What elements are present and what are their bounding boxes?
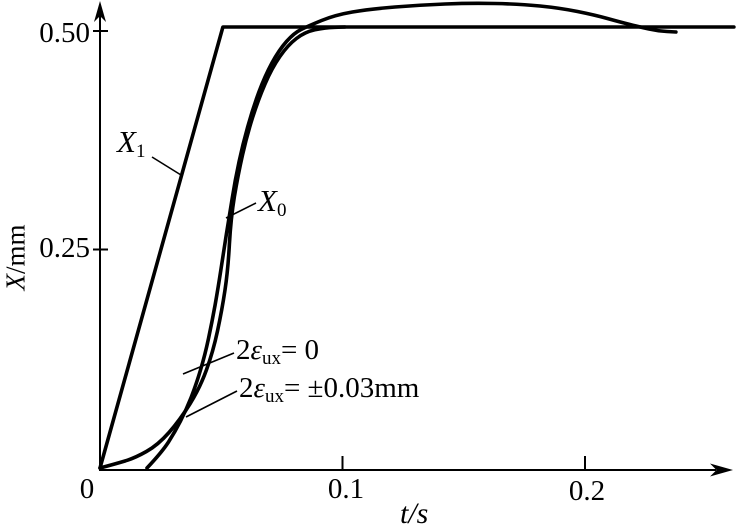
x1-leader-line — [151, 156, 182, 176]
curve-X0-response-eps-003 — [145, 1, 678, 470]
x-tick-label-02: 0.2 — [568, 475, 606, 507]
eps003-subscript: ux — [264, 386, 284, 407]
x1-curve-label: X1 — [117, 126, 145, 161]
eps0-coefficient: 2 — [236, 334, 251, 366]
data-curves — [98, 1, 736, 470]
eps003-coefficient: 2 — [239, 372, 254, 404]
curve-X0-response-eps-0 — [98, 25, 347, 470]
x-axis-title-unit: /s — [408, 497, 429, 527]
eps0-value: = 0 — [280, 334, 320, 366]
y-axis-title: X/mm — [0, 223, 31, 293]
eps0-annotation: 2εux= 0 — [236, 334, 320, 369]
y-tick-label-050: 0.50 — [39, 17, 90, 49]
eps003-value: = ±0.03mm — [283, 372, 420, 404]
y-axis-arrow-icon — [94, 1, 106, 22]
x-tick-label-0: 0 — [79, 473, 95, 505]
epsilon-symbol: ε — [250, 334, 262, 366]
y-axis-title-unit: /mm — [0, 224, 31, 275]
x1-label-base: X — [117, 124, 136, 159]
eps003-leader-line — [185, 390, 238, 418]
x0-curve-label: X0 — [258, 185, 286, 220]
x-axis-arrow-icon — [710, 463, 733, 477]
epsilon-symbol: ε — [253, 372, 265, 404]
y-axis-title-symbol: X — [0, 274, 31, 291]
x-tick-label-01: 0.1 — [327, 473, 365, 505]
x0-label-subscript: 0 — [276, 200, 287, 221]
x1-label-subscript: 1 — [135, 141, 146, 162]
axis-ticks — [93, 30, 586, 469]
y-tick-label-025: 0.25 — [39, 232, 90, 264]
eps0-subscript: ux — [261, 348, 281, 369]
eps0-leader-line — [182, 352, 235, 375]
curve-X1-input-ramp — [98, 25, 736, 470]
x-axis-title-symbol: t — [400, 497, 409, 527]
eps003-annotation: 2εux= ±0.03mm — [239, 372, 420, 407]
x-axis-title: t/s — [400, 499, 428, 527]
x0-leader-line — [225, 202, 257, 219]
x0-label-base: X — [258, 183, 277, 218]
leader-lines — [151, 156, 257, 418]
